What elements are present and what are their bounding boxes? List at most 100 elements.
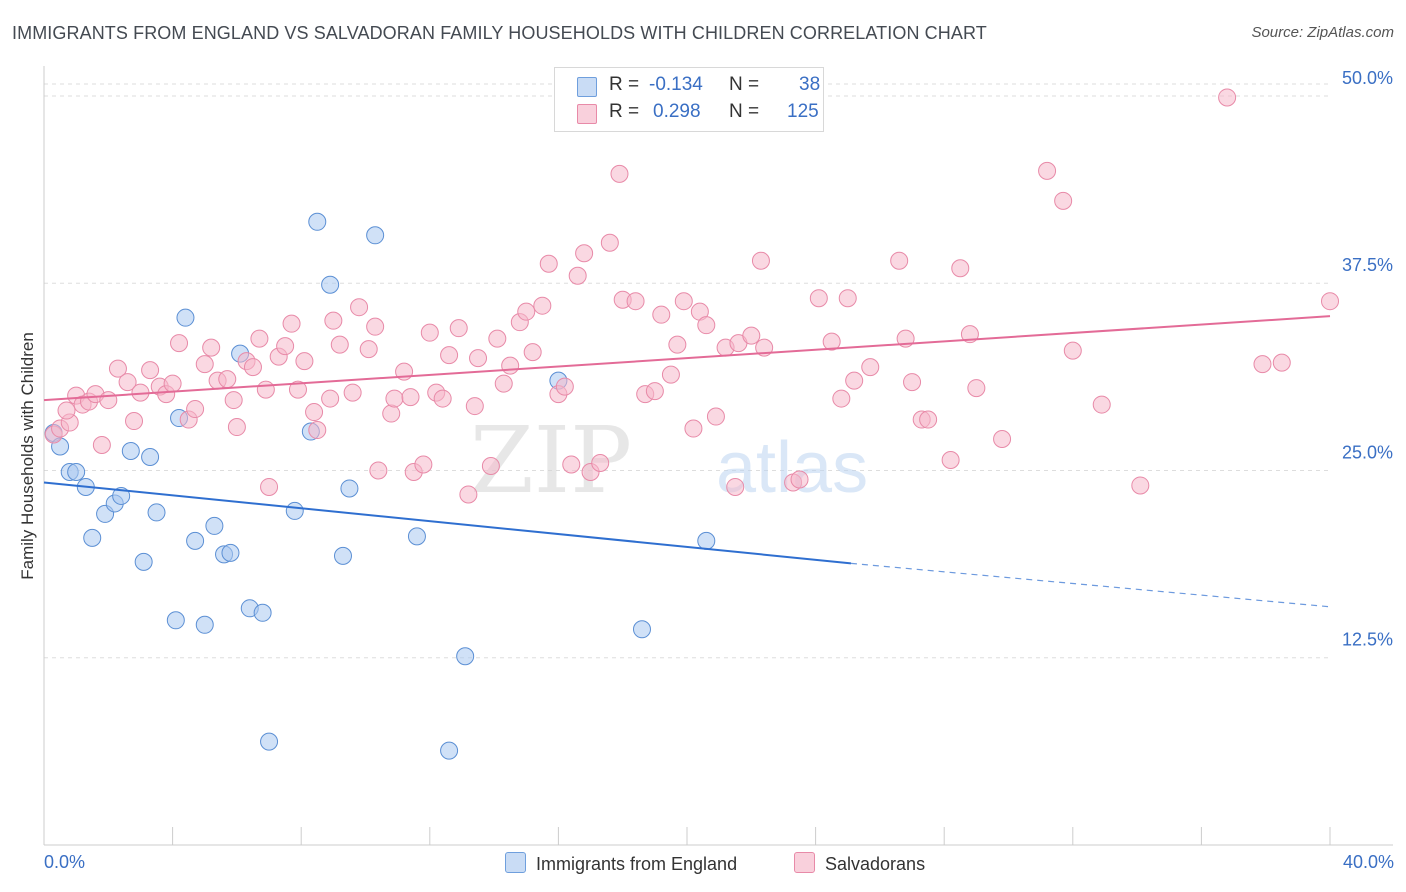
- data-point: [186, 400, 205, 419]
- data-point: [321, 389, 340, 408]
- data-point: [568, 266, 587, 285]
- data-point: [382, 404, 401, 423]
- legend-r-label: R =: [609, 74, 640, 95]
- data-point: [684, 419, 703, 438]
- data-point: [141, 447, 160, 466]
- data-point: [440, 741, 459, 760]
- y-axis-label: Family Households with Children: [18, 332, 37, 580]
- data-point: [321, 275, 340, 294]
- data-point: [533, 296, 552, 315]
- data-point: [481, 456, 500, 475]
- data-point: [366, 317, 385, 336]
- trend-line-extension: [850, 562, 1331, 608]
- data-point: [1063, 341, 1082, 360]
- data-point: [359, 340, 378, 359]
- trend-line: [43, 481, 852, 565]
- data-point: [260, 477, 279, 496]
- data-point: [330, 335, 349, 354]
- data-point: [221, 543, 240, 562]
- legend-swatch-salvadorans: [577, 104, 597, 124]
- data-point: [195, 615, 214, 634]
- legend-n-label: N =: [729, 74, 760, 95]
- data-point: [176, 308, 195, 327]
- data-point: [706, 407, 725, 426]
- data-point: [967, 379, 986, 398]
- data-point: [661, 365, 680, 384]
- data-point: [285, 501, 304, 520]
- data-point: [256, 380, 275, 399]
- data-point: [166, 611, 185, 630]
- data-point: [697, 316, 716, 335]
- data-point: [951, 259, 970, 278]
- data-point: [99, 391, 118, 410]
- legend-n-label: N =: [729, 101, 760, 122]
- y-tick-label: 12.5%: [1342, 630, 1393, 650]
- data-point: [726, 477, 745, 496]
- data-point: [134, 552, 153, 571]
- data-point: [369, 461, 388, 480]
- data-point: [809, 289, 828, 308]
- data-point: [67, 462, 86, 481]
- data-point: [308, 421, 327, 440]
- data-point: [243, 358, 262, 377]
- bottom-legend-england: Immigrants from England: [505, 852, 737, 875]
- data-point: [838, 289, 857, 308]
- grid-lines: [44, 83, 1330, 659]
- data-point: [674, 292, 693, 311]
- y-tick-label: 37.5%: [1342, 255, 1393, 275]
- data-point: [1321, 292, 1339, 311]
- data-point: [305, 403, 324, 422]
- legend-r-value-england: -0.134: [649, 74, 703, 95]
- data-point: [250, 329, 269, 348]
- x-tick-label-min: 0.0%: [44, 852, 86, 872]
- legend-swatch-england: [577, 77, 597, 97]
- data-point: [350, 298, 369, 317]
- data-point: [224, 391, 243, 410]
- data-point: [227, 418, 246, 437]
- data-point: [562, 455, 581, 474]
- data-point: [253, 603, 272, 622]
- data-point: [147, 503, 166, 522]
- data-point: [333, 546, 352, 565]
- data-point: [1054, 191, 1073, 210]
- data-point: [697, 531, 716, 550]
- data-point: [494, 374, 513, 393]
- data-point: [260, 732, 279, 751]
- data-point: [523, 343, 542, 362]
- data-point: [324, 311, 343, 330]
- data-point: [668, 335, 687, 354]
- watermark-atlas: atlas: [716, 428, 868, 508]
- data-point: [340, 479, 359, 498]
- y-tick-label: 25.0%: [1342, 442, 1393, 462]
- data-point: [742, 326, 761, 345]
- data-point: [170, 334, 189, 353]
- legend-r-label: R =: [609, 101, 640, 122]
- data-point: [205, 516, 224, 535]
- bottom-legend-label-england: Immigrants from England: [536, 854, 738, 874]
- data-point: [1038, 161, 1057, 180]
- x-tick-label-max: 40.0%: [1342, 852, 1394, 872]
- bottom-legend-swatch-salvadorans: [794, 852, 815, 873]
- trend-line: [43, 315, 1331, 402]
- data-point: [420, 323, 439, 342]
- data-point: [1272, 353, 1291, 372]
- chart-title: IMMIGRANTS FROM ENGLAND VS SALVADORAN FA…: [12, 23, 987, 43]
- data-point: [845, 371, 864, 390]
- data-point: [1092, 395, 1111, 414]
- data-point: [385, 389, 404, 408]
- data-point: [282, 314, 301, 333]
- data-point: [610, 164, 629, 183]
- source-label: Source: ZipAtlas.com: [1251, 24, 1394, 41]
- data-point: [832, 389, 851, 408]
- data-point: [517, 302, 536, 321]
- data-point: [108, 359, 127, 378]
- data-point: [276, 337, 295, 356]
- data-point: [366, 226, 385, 245]
- bottom-legend-label-salvadorans: Salvadorans: [825, 854, 926, 874]
- data-point: [343, 383, 362, 402]
- correlation-legend: R = -0.134 N = 38 R = 0.298 N = 125: [554, 67, 824, 132]
- data-point: [414, 455, 433, 474]
- bottom-legend-salvadorans: Salvadorans: [794, 852, 925, 875]
- legend-n-value-england: 38: [799, 74, 821, 95]
- data-point: [121, 442, 140, 461]
